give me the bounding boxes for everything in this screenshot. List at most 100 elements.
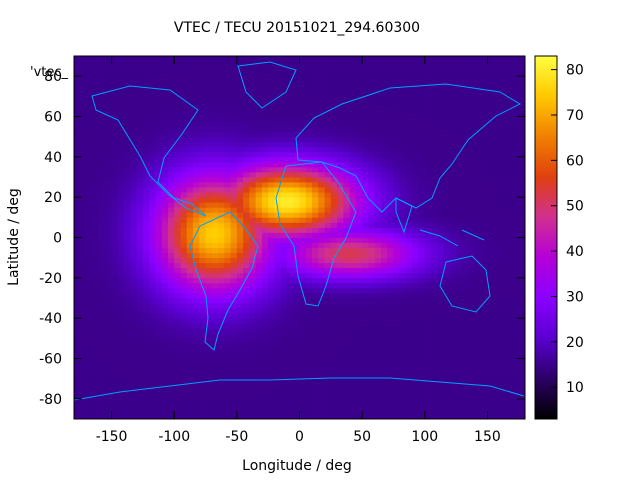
heatmap-cell: [280, 363, 288, 369]
heatmap-cell: [431, 156, 438, 163]
heatmap-cell: [393, 303, 401, 309]
heatmap-cell: [305, 358, 313, 364]
heatmap-cell: [92, 177, 100, 183]
heatmap-cell: [205, 308, 213, 314]
heatmap-cell: [399, 318, 407, 324]
heatmap-cell: [312, 146, 319, 153]
heatmap-cell: [243, 308, 250, 314]
heatmap-cell: [387, 171, 394, 178]
heatmap-cell: [337, 363, 344, 369]
heatmap-cell: [117, 308, 125, 314]
heatmap-cell: [124, 96, 131, 102]
heatmap-cell: [111, 292, 119, 299]
heatmap-cell: [412, 368, 419, 375]
heatmap-cell: [468, 66, 476, 72]
heatmap-cell: [155, 287, 163, 294]
heatmap-cell: [299, 212, 307, 218]
heatmap-cell: [174, 343, 181, 349]
heatmap-cell: [393, 287, 401, 294]
heatmap-cell: [117, 252, 125, 259]
heatmap-cell: [180, 91, 188, 97]
heatmap-cell: [499, 287, 507, 294]
heatmap-cell: [280, 76, 288, 82]
heatmap-cell: [136, 308, 144, 314]
heatmap-cell: [330, 222, 338, 228]
heatmap-cell: [193, 146, 200, 153]
heatmap-cell: [424, 171, 432, 178]
heatmap-cell: [286, 197, 294, 203]
heatmap-cell: [161, 111, 169, 117]
heatmap-cell: [374, 56, 382, 62]
heatmap-cell: [130, 383, 138, 390]
heatmap-cell: [99, 267, 106, 274]
heatmap-cell: [111, 287, 119, 294]
heatmap-cell: [274, 116, 282, 122]
heatmap-cell: [105, 166, 112, 173]
heatmap-cell: [218, 61, 225, 67]
heatmap-cell: [449, 116, 457, 122]
heatmap-cell: [487, 126, 495, 133]
heatmap-cell: [468, 298, 476, 304]
heatmap-cell: [142, 197, 150, 203]
heatmap-cell: [349, 328, 357, 334]
heatmap-cell: [437, 308, 444, 314]
heatmap-cell: [293, 171, 300, 178]
heatmap-cell: [474, 116, 482, 122]
heatmap-cell: [86, 393, 94, 400]
heatmap-cell: [374, 146, 382, 153]
heatmap-cell: [380, 171, 388, 178]
heatmap-cell: [405, 257, 413, 264]
heatmap-cell: [449, 232, 457, 238]
heatmap-cell: [186, 358, 194, 364]
heatmap-cell: [374, 348, 382, 354]
heatmap-cell: [136, 66, 144, 72]
heatmap-cell: [86, 101, 94, 107]
heatmap-cell: [481, 71, 488, 77]
heatmap-cell: [99, 408, 106, 415]
heatmap-cell: [424, 303, 432, 309]
heatmap-cell: [431, 393, 438, 400]
heatmap-cell: [312, 358, 319, 364]
heatmap-cell: [218, 111, 225, 117]
heatmap-cell: [211, 328, 219, 334]
heatmap-cell: [424, 313, 432, 319]
heatmap-cell: [243, 408, 250, 415]
heatmap-cell: [186, 96, 194, 102]
heatmap-cell: [437, 267, 444, 274]
heatmap-cell: [199, 96, 206, 102]
heatmap-cell: [280, 308, 288, 314]
heatmap-cell: [399, 81, 407, 87]
heatmap-cell: [343, 378, 351, 385]
heatmap-cell: [487, 303, 495, 309]
heatmap-cell: [161, 287, 169, 294]
heatmap-cell: [380, 247, 388, 254]
heatmap-cell: [324, 227, 332, 233]
heatmap-cell: [468, 76, 476, 82]
heatmap-cell: [368, 363, 376, 369]
heatmap-cell: [149, 368, 156, 375]
heatmap-cell: [186, 353, 194, 359]
heatmap-cell: [193, 303, 200, 309]
heatmap-cell: [117, 151, 125, 158]
heatmap-cell: [393, 343, 401, 349]
heatmap-cell: [255, 192, 263, 198]
heatmap-cell: [393, 413, 401, 420]
heatmap-cell: [268, 333, 275, 339]
heatmap-cell: [142, 151, 150, 158]
heatmap-cell: [506, 308, 513, 314]
heatmap-cell: [362, 368, 369, 375]
heatmap-cell: [337, 207, 344, 213]
heatmap-cell: [92, 136, 100, 143]
heatmap-cell: [111, 277, 119, 284]
heatmap-cell: [142, 282, 150, 289]
heatmap-cell: [255, 227, 263, 233]
heatmap-cell: [92, 81, 100, 87]
heatmap-cell: [74, 126, 81, 133]
heatmap-cell: [149, 56, 156, 62]
heatmap-cell: [205, 166, 213, 173]
heatmap-cell: [499, 136, 507, 143]
heatmap-cell: [374, 106, 382, 112]
heatmap-cell: [487, 61, 495, 67]
heatmap-cell: [506, 277, 513, 284]
heatmap-cell: [456, 383, 463, 390]
